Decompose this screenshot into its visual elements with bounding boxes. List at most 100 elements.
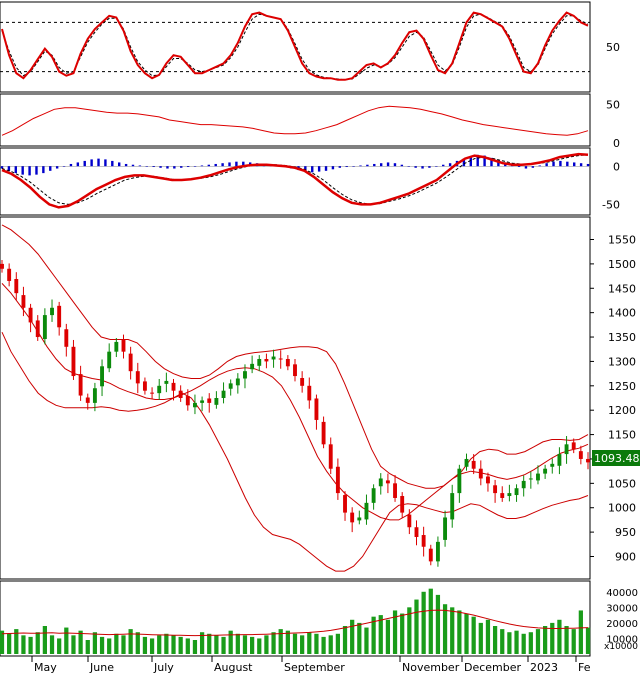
- price-tick-label: 1300: [608, 355, 636, 368]
- last-price-tag-bg: [592, 450, 640, 466]
- candle-body: [457, 468, 462, 494]
- candle-body: [478, 468, 483, 479]
- candle-body: [536, 473, 540, 481]
- volume-bar: [521, 633, 526, 654]
- volume-bar: [285, 630, 290, 654]
- candle-body: [407, 514, 412, 528]
- macd-histogram-bar: [304, 166, 307, 172]
- macd-histogram-bar: [180, 166, 183, 168]
- macd-histogram-bar: [366, 164, 369, 167]
- candle-body: [150, 392, 155, 394]
- macd-histogram-bar: [373, 163, 376, 167]
- volume-bar: [414, 599, 419, 654]
- candle-body: [421, 535, 426, 547]
- macd-histogram-bar: [517, 166, 521, 168]
- macd-histogram-bar: [338, 166, 342, 168]
- stochastic-tick-label: 50: [606, 41, 620, 54]
- candle-body: [257, 358, 262, 366]
- macd-histogram-bar: [345, 166, 348, 168]
- volume-bar: [450, 607, 455, 654]
- candle-body: [114, 341, 119, 352]
- oscillator-panel-border: [0, 93, 591, 147]
- macd-histogram-bar: [545, 163, 548, 167]
- volume-bar: [21, 635, 26, 654]
- candle-body: [100, 366, 104, 387]
- volume-bar: [28, 636, 33, 654]
- candle-body: [107, 351, 112, 369]
- candle-body: [221, 390, 226, 398]
- volume-bar: [164, 633, 169, 654]
- macd-histogram-bar: [118, 162, 121, 167]
- volume-bar: [57, 638, 62, 654]
- macd-histogram-bar: [359, 165, 362, 167]
- volume-bar: [199, 632, 205, 654]
- volume-bar: [528, 632, 533, 654]
- volume-bar: [271, 632, 276, 654]
- macd-histogram-bar: [104, 159, 107, 167]
- candle-body: [128, 353, 133, 372]
- candle-body: [507, 493, 512, 497]
- stochastic-panel-border: [0, 1, 591, 93]
- volume-bar: [0, 630, 5, 654]
- candle-body: [400, 496, 405, 513]
- volume-bar: [385, 619, 391, 654]
- candle-body: [443, 517, 448, 540]
- volume-bar: [85, 640, 90, 654]
- macd-histogram-bar: [386, 162, 390, 167]
- last-price-label: 1093.480: [594, 452, 640, 465]
- volume-bar: [242, 635, 248, 654]
- panel-borders: [0, 1, 591, 657]
- volume-bar: [157, 635, 162, 654]
- volume-bar: [550, 622, 555, 654]
- macd-histogram-bar: [214, 163, 217, 167]
- macd-histogram-bar: [166, 166, 169, 169]
- candle-body: [314, 398, 319, 420]
- volume-tick-label: 20000: [606, 619, 638, 630]
- volume-bar: [564, 626, 569, 654]
- volume-bar: [178, 636, 183, 654]
- macd-tick-label: 0: [613, 160, 620, 173]
- candle-body: [521, 480, 526, 489]
- macd-histogram-bar: [490, 157, 493, 167]
- price-tick-label: 1050: [608, 477, 636, 490]
- volume-panel-border: [0, 580, 591, 657]
- candle-body: [493, 485, 498, 494]
- volume-bar: [207, 633, 212, 654]
- candle-body: [214, 398, 219, 405]
- price-tick-label: 1550: [608, 234, 636, 247]
- candle-body: [450, 493, 455, 520]
- candle-body: [57, 305, 62, 328]
- macd-histogram-bar: [324, 166, 328, 171]
- candle-body: [557, 454, 562, 466]
- volume-bar: [64, 627, 69, 654]
- x-tick-label: December: [464, 661, 522, 674]
- volume-bar: [571, 629, 576, 654]
- macd-histogram-bar: [207, 164, 211, 167]
- macd-line: [1, 152, 589, 209]
- candle-body: [14, 279, 19, 294]
- volume-bar: [464, 613, 469, 654]
- price-tick-label: 1450: [608, 282, 636, 295]
- candle-body: [164, 380, 169, 384]
- volume-unit-label: x10000: [604, 642, 638, 652]
- volume-bar: [300, 635, 305, 654]
- volume-bar: [7, 633, 12, 654]
- volume-bar: [535, 629, 541, 654]
- macd-histogram-bar: [311, 166, 314, 173]
- macd-histogram-bar: [111, 160, 114, 167]
- candle-body: [435, 541, 440, 562]
- x-tick-label: September: [284, 661, 345, 674]
- volume-bar: [428, 588, 433, 654]
- volume-bar: [114, 633, 119, 654]
- volume-bar: [421, 591, 426, 654]
- candle-body: [42, 315, 47, 339]
- macd-histogram-bar: [531, 166, 535, 168]
- volume-bar: [142, 636, 148, 654]
- candle-body: [207, 398, 212, 403]
- candle-body: [571, 442, 576, 450]
- macd-histogram-bar: [124, 163, 128, 167]
- volume-bar: [292, 633, 298, 654]
- volume-bar: [350, 619, 355, 654]
- macd-histogram-bar: [400, 164, 404, 167]
